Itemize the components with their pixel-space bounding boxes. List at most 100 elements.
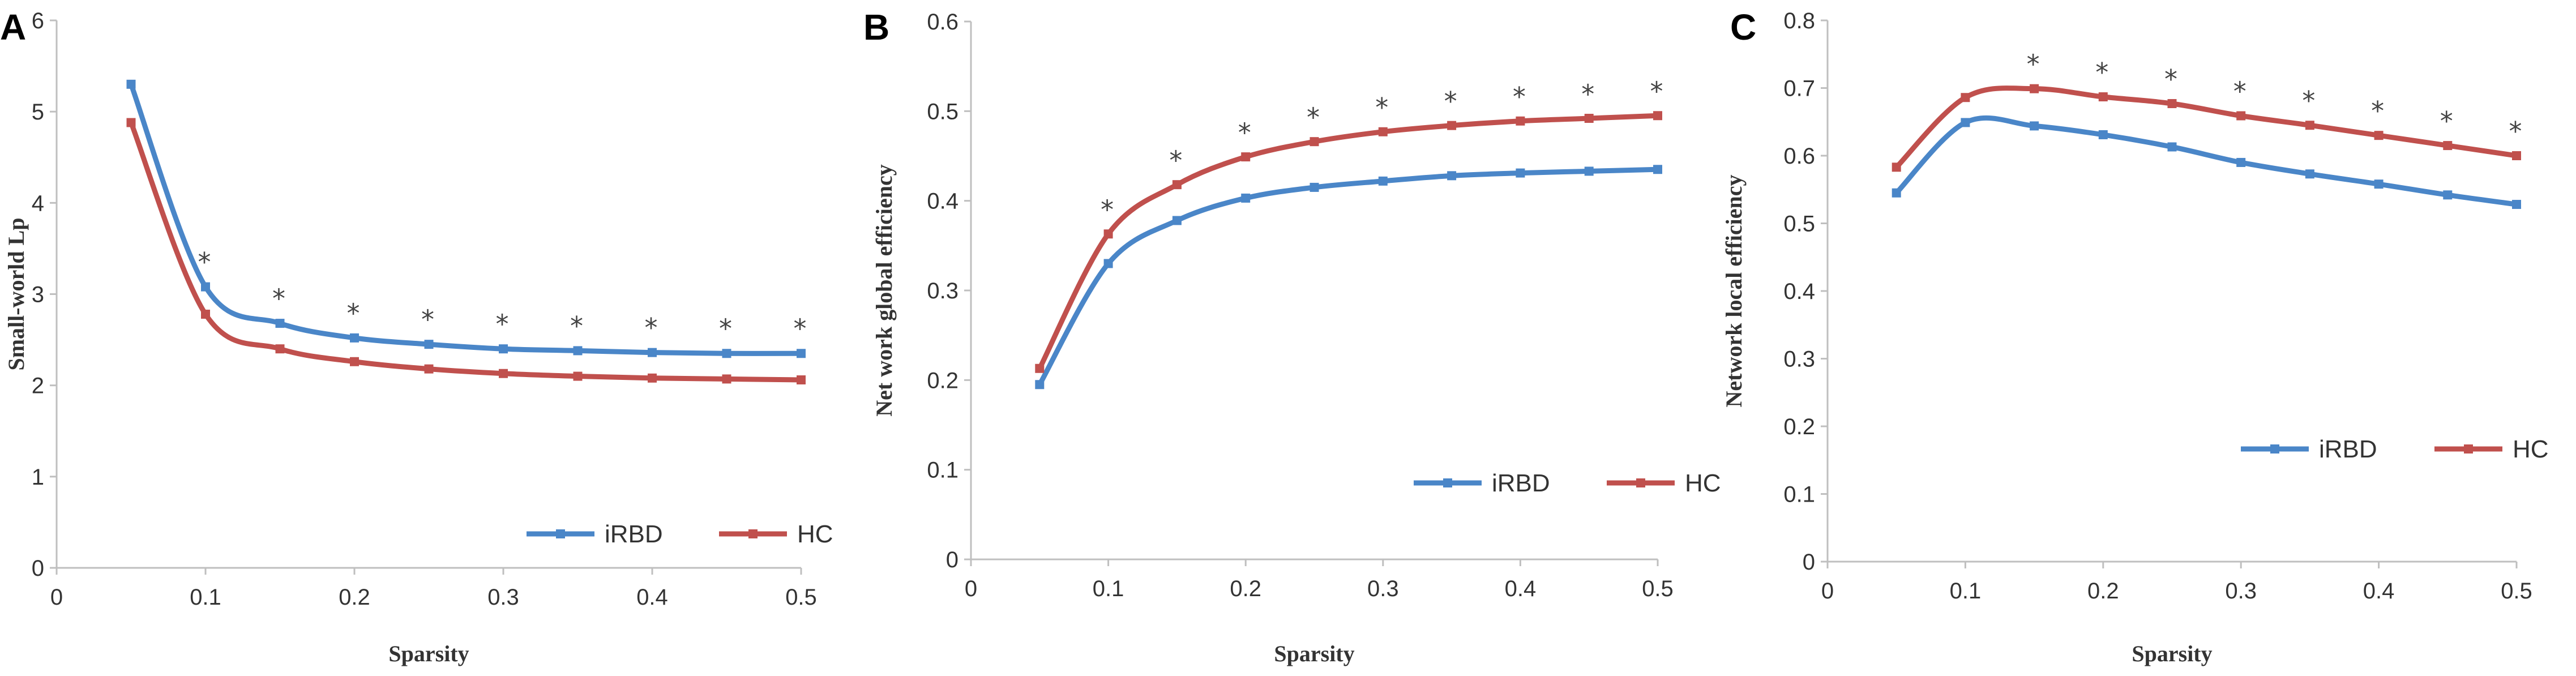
data-point-hc [722, 374, 731, 384]
panel-a: A 0 1 2 3 4 5 6 0 0.1 0.2 0.3 0.4 0.5 Sparsity Small-wo… [0, 7, 833, 666]
y-tick-label: 2 [32, 374, 44, 399]
y-tick-label: 0.3 [1783, 347, 1815, 372]
data-point-hc [797, 375, 806, 384]
data-point-hc [1516, 116, 1525, 126]
significance-star: * [421, 305, 434, 335]
legend: iRBD HC [1414, 469, 1721, 497]
significance-star: * [2440, 106, 2453, 136]
panel-b: B 0 0.1 0.2 0.3 0.4 0.5 0.6 0 0.1 0.2 0.3 0.4 0.5 Spar… [863, 7, 1721, 666]
y-tick-label: 0 [32, 556, 44, 581]
x-tick-label: 0 [50, 585, 63, 610]
x-tick-label: 0.4 [636, 585, 668, 610]
data-point-hc [1103, 229, 1113, 239]
x-tick-label: 0.1 [1950, 579, 1982, 604]
data-point-hc [2236, 111, 2246, 121]
y-axis-title: Network local efficiency [1721, 175, 1747, 408]
x-axis-title: Sparsity [1274, 641, 1354, 666]
data-point-hc [424, 364, 434, 374]
data-point-irbd [573, 346, 583, 356]
legend-label-hc: HC [1685, 469, 1721, 497]
significance-star: * [496, 309, 509, 340]
data-point-irbd [1378, 176, 1388, 186]
y-tick-label: 0.7 [1783, 76, 1815, 101]
legend-label-irbd: iRBD [1492, 469, 1550, 497]
data-point-hc [126, 118, 136, 127]
data-point-hc [2167, 99, 2177, 108]
data-point-hc [275, 344, 285, 354]
legend-label-irbd: iRBD [605, 520, 663, 548]
y-tick-label: 0 [1803, 550, 1815, 575]
data-point-irbd [499, 344, 508, 354]
data-point-irbd [2305, 169, 2314, 179]
legend-marker-hc [1636, 478, 1645, 487]
data-point-hc [201, 309, 210, 319]
y-axis-title: Net work global efficiency [871, 164, 897, 416]
significance-star: * [2095, 57, 2108, 88]
data-point-irbd [201, 282, 210, 292]
x-tick-label: 0.3 [2225, 579, 2257, 604]
significance-star: * [794, 314, 807, 344]
x-tick-label: 0 [965, 576, 977, 601]
x-tick-label: 0.1 [190, 585, 221, 610]
y-tick-label: 0.4 [1783, 279, 1815, 304]
data-point-irbd [350, 333, 359, 343]
significance-star: * [1444, 86, 1457, 117]
significance-star: * [1513, 82, 1526, 112]
series-line-irbd [129, 82, 804, 356]
series-line-hc [1037, 113, 1661, 371]
y-tick-label: 0.1 [1783, 482, 1815, 507]
data-point-irbd [2236, 157, 2246, 167]
significance-star: * [2233, 76, 2246, 106]
y-tick-label: 0.5 [927, 99, 958, 124]
legend: iRBD HC [527, 520, 833, 548]
x-tick-label: 0.2 [339, 585, 370, 610]
significance-star: * [1101, 195, 1114, 225]
panel-letter: C [1730, 7, 1756, 48]
data-point-hc [1035, 363, 1045, 373]
x-tick-label: 0.2 [2087, 579, 2119, 604]
data-point-irbd [1892, 188, 1901, 198]
legend: iRBD HC [2241, 435, 2549, 463]
x-tick-label: 0.3 [1367, 576, 1399, 601]
significance-star: * [2164, 64, 2177, 95]
data-point-hc [1310, 137, 1319, 147]
y-tick-label: 0.5 [1783, 212, 1815, 237]
data-point-irbd [1103, 259, 1113, 268]
significance-star: * [2371, 96, 2384, 126]
legend-marker-hc [2464, 444, 2473, 453]
x-tick-label: 0 [1821, 579, 1834, 604]
significance-star: * [347, 298, 360, 328]
data-point-hc [1378, 127, 1388, 136]
panel-letter: B [863, 7, 889, 48]
panel-c: C 0 0.1 0.2 0.3 0.4 0.5 0.6 0.7 0.8 0 0.1 0.2 0.3 0.4 0… [1721, 7, 2549, 666]
data-point-irbd [275, 319, 285, 328]
data-point-irbd [1310, 182, 1319, 192]
significance-star: * [1375, 92, 1388, 123]
data-point-irbd [2030, 121, 2039, 131]
significance-star: * [1650, 76, 1663, 107]
data-point-hc [499, 369, 508, 378]
x-axis-title: Sparsity [388, 641, 469, 666]
significance-star: * [1169, 145, 1182, 176]
y-tick-label: 0.4 [927, 189, 958, 214]
x-tick-label: 0.2 [1230, 576, 1261, 601]
series-line-irbd [1894, 115, 2519, 207]
y-tick-label: 0.2 [927, 368, 958, 393]
data-point-irbd [722, 349, 731, 358]
panel-letter: A [0, 7, 26, 48]
data-point-irbd [1653, 165, 1662, 174]
data-point-irbd [424, 340, 434, 349]
significance-star: * [2027, 49, 2040, 80]
data-point-irbd [1961, 118, 1970, 127]
legend-marker-irbd [2270, 444, 2279, 453]
significance-star: * [1238, 117, 1251, 148]
data-point-hc [1172, 180, 1182, 190]
y-tick-label: 6 [32, 8, 44, 33]
significance-star: * [198, 247, 211, 277]
y-tick-label: 0.6 [1783, 144, 1815, 169]
data-point-irbd [797, 349, 806, 358]
legend-label-hc: HC [2513, 435, 2549, 463]
data-point-hc [1241, 152, 1251, 162]
series-line-irbd [1037, 166, 1661, 387]
